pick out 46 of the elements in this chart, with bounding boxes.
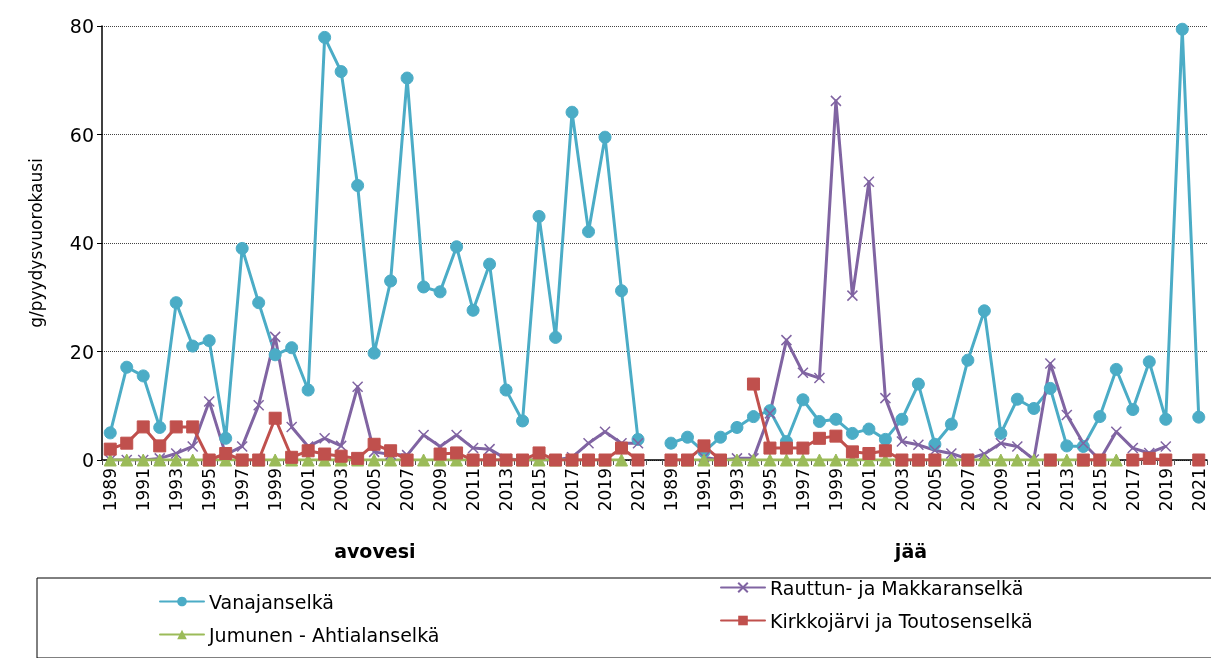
x-tick-label: 2017 bbox=[562, 468, 583, 512]
x-tick-label: 2019 bbox=[1155, 468, 1176, 512]
x-tick-label: 2015 bbox=[529, 468, 550, 512]
y-tick-label: 60 bbox=[69, 123, 94, 146]
text: jää bbox=[893, 539, 928, 562]
x-tick-label: 1999 bbox=[265, 468, 286, 512]
x-tick-label: 2009 bbox=[430, 468, 451, 512]
legend-label: Vanajanselkä bbox=[209, 590, 334, 613]
legend-label: Kirkkojärvi ja Toutosenselkä bbox=[770, 609, 1033, 632]
y-axis-title: g/pyydysvuorokausi bbox=[25, 158, 46, 328]
x-tick-label: 1999 bbox=[825, 468, 846, 512]
x-tick-label: 2013 bbox=[1056, 468, 1077, 512]
x-tick-label: 1989 bbox=[100, 468, 121, 512]
x-tick-label: 2021 bbox=[1188, 468, 1209, 512]
y-tick-label: 20 bbox=[69, 340, 94, 363]
legend-label: Jumunen - Ahtialanselkä bbox=[208, 623, 440, 646]
x-tick-label: 1991 bbox=[693, 468, 714, 512]
y-tick-label: 40 bbox=[69, 232, 94, 254]
x-tick-label: 2007 bbox=[957, 468, 978, 512]
x-tick-label: 2001 bbox=[858, 468, 879, 512]
x-tick-label: 2011 bbox=[1023, 468, 1044, 512]
x-tick-label: 1997 bbox=[792, 468, 813, 512]
x-tick-label: 2019 bbox=[595, 468, 616, 512]
x-tick-label: 2005 bbox=[924, 468, 945, 512]
y-tick-label: 0 bbox=[81, 449, 94, 471]
x-tick-label: 2013 bbox=[496, 468, 517, 512]
x-tick-label: 2001 bbox=[298, 468, 319, 512]
y-tick-label: 80 bbox=[69, 15, 94, 37]
x-tick-label: 2009 bbox=[990, 468, 1011, 512]
legend-label: Rauttun- ja Makkaranselkä bbox=[770, 576, 1024, 599]
x-tick-label: 1995 bbox=[199, 468, 220, 512]
x-tick-label: 1997 bbox=[232, 468, 253, 512]
x-tick-label: 2003 bbox=[331, 468, 352, 512]
x-tick-label: 1993 bbox=[726, 468, 747, 512]
x-tick-label: 2005 bbox=[364, 468, 385, 512]
x-tick-label: 2015 bbox=[1089, 468, 1110, 512]
x-tick-label: 2003 bbox=[891, 468, 912, 512]
x-tick-label: 1995 bbox=[759, 468, 780, 512]
x-tick-label: 2017 bbox=[1122, 468, 1143, 512]
x-tick-label: 1993 bbox=[166, 468, 187, 512]
text: avovesi bbox=[334, 539, 416, 562]
x-tick-label: 1989 bbox=[660, 468, 681, 512]
x-tick-label: 2007 bbox=[397, 468, 418, 512]
x-tick-label: 1991 bbox=[133, 468, 154, 512]
x-tick-label: 2021 bbox=[628, 468, 649, 512]
x-tick-label: 2011 bbox=[463, 468, 484, 512]
